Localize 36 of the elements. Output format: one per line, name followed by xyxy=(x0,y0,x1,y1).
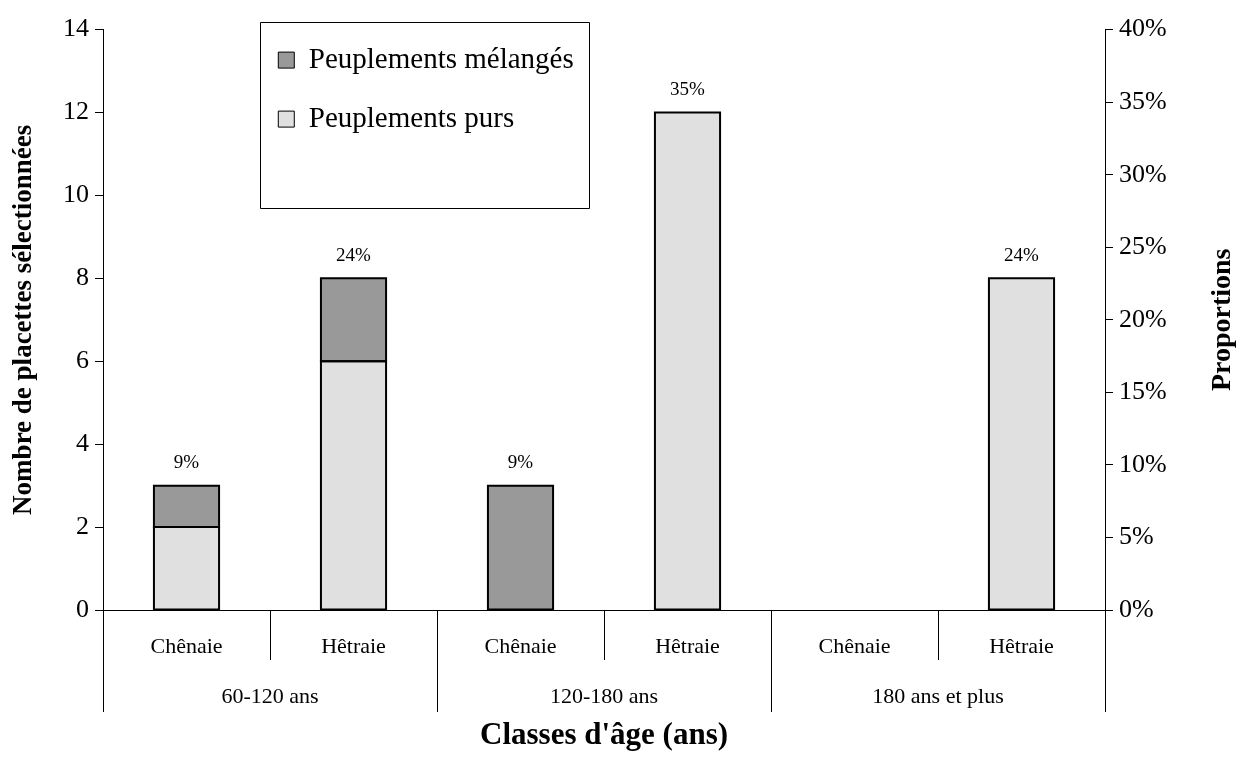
x-tick-label: Hêtraie xyxy=(321,632,386,658)
y2-tick-label: 20% xyxy=(1119,303,1167,333)
annotation: 9% xyxy=(507,451,534,473)
x-tick-label: Hêtraie xyxy=(989,632,1054,658)
text: 180 ans et plus xyxy=(872,682,1004,708)
y-tick-label: 12 xyxy=(63,96,89,126)
y2-tick-label: 30% xyxy=(1119,158,1167,188)
legend-label: Peuplements purs xyxy=(308,100,515,133)
y2-axis-title: Proportions xyxy=(1205,248,1237,392)
y2-tick-label: 15% xyxy=(1119,376,1167,406)
y2-tick-label: 25% xyxy=(1119,231,1167,261)
y-tick-label: 8 xyxy=(76,262,89,292)
y-tick-label: 14 xyxy=(63,13,89,43)
annotation: 9% xyxy=(173,451,200,473)
y2-tick-label: 10% xyxy=(1119,448,1167,478)
y-axis-title: Nombre de placettes sélectionnées xyxy=(7,124,38,515)
y-tick-label: 0 xyxy=(76,593,89,623)
annotation: 24% xyxy=(336,243,372,265)
y-tick-label: 6 xyxy=(76,345,89,375)
y2-tick-label: 35% xyxy=(1119,85,1167,115)
annotation: 24% xyxy=(1004,243,1040,265)
x-tick-label: Chênaie xyxy=(818,632,891,658)
x-tick-label: Hêtraie xyxy=(655,632,720,658)
annotation: 35% xyxy=(670,78,706,99)
y2-tick-label: 5% xyxy=(1119,521,1154,551)
y2-tick-label: 0% xyxy=(1119,593,1154,623)
x-tick-label: Chênaie xyxy=(150,632,223,658)
y2-tick-label: 40% xyxy=(1119,13,1167,43)
text: 60-120 ans xyxy=(221,682,319,708)
y-tick-label: 2 xyxy=(76,510,89,540)
x-tick-label: Chênaie xyxy=(484,632,557,658)
legend-label: Peuplements mélangés xyxy=(308,41,574,74)
y-tick-label: 10 xyxy=(63,179,89,209)
y-tick-label: 4 xyxy=(76,428,89,457)
text: 120-180 ans xyxy=(549,682,659,708)
x-axis-title: Classes d'âge (ans) xyxy=(479,716,729,752)
